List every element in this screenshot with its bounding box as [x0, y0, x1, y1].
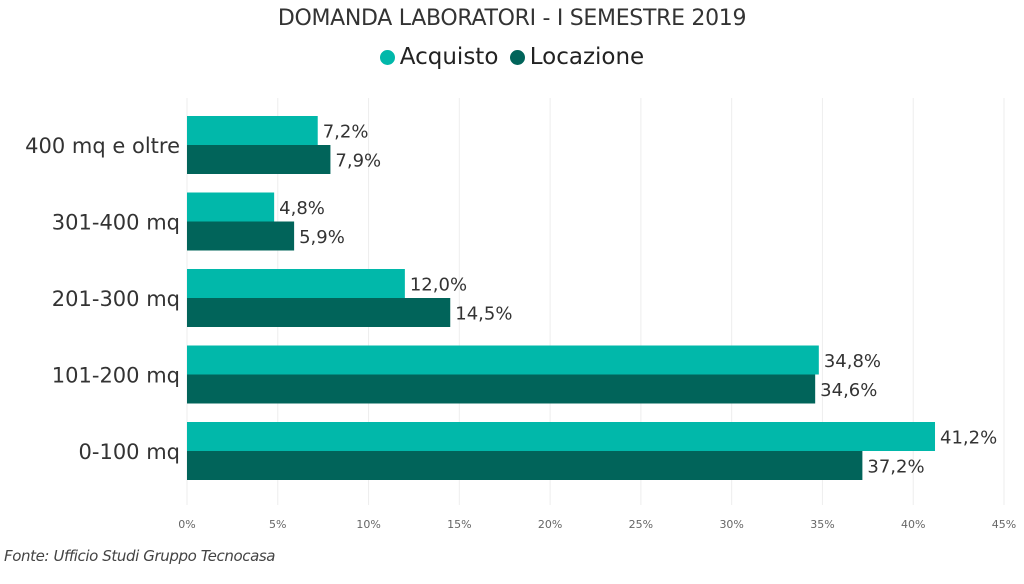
bar-locazione[interactable]	[187, 451, 863, 480]
bar-acquisto[interactable]	[187, 116, 318, 145]
bar-chart: 400 mq e oltre 301-400 mq 201-300 mq 101-20…	[25, 98, 1016, 531]
bar-locazione[interactable]	[187, 298, 451, 327]
bars	[187, 116, 936, 480]
x-tick-label: 20%	[538, 518, 562, 531]
x-tick-label: 25%	[629, 518, 653, 531]
data-label: 34,8%	[824, 351, 881, 372]
legend-dot-locazione-icon	[509, 49, 525, 65]
x-axis-ticks: 0% 5% 10% 15% 20% 25% 30% 35% 40% 45%	[178, 518, 1016, 531]
category-label: 301-400 mq	[52, 211, 180, 235]
category-labels: 400 mq e oltre 301-400 mq 201-300 mq 101-20…	[25, 134, 180, 464]
data-label: 12,0%	[410, 275, 467, 296]
bar-locazione[interactable]	[187, 374, 816, 404]
x-tick-label: 15%	[447, 518, 471, 531]
x-tick-label: 30%	[719, 518, 743, 531]
bar-acquisto[interactable]	[187, 345, 819, 375]
bar-acquisto[interactable]	[187, 192, 275, 222]
category-label: 201-300 mq	[52, 287, 180, 311]
data-label: 7,2%	[323, 122, 369, 143]
legend-item-locazione[interactable]: Locazione	[509, 44, 645, 70]
bar-acquisto[interactable]	[187, 422, 936, 451]
category-label: 400 mq e oltre	[25, 134, 180, 158]
data-label: 7,9%	[335, 151, 381, 172]
x-tick-label: 40%	[901, 518, 925, 531]
data-label: 4,8%	[279, 198, 325, 219]
x-tick-label: 45%	[992, 518, 1016, 531]
data-label: 41,2%	[940, 428, 997, 449]
legend: Acquisto Locazione	[0, 44, 1024, 71]
x-tick-label: 5%	[269, 518, 286, 531]
category-label: 101-200 mq	[52, 364, 180, 388]
bar-locazione[interactable]	[187, 221, 295, 251]
data-label: 5,9%	[299, 227, 345, 248]
data-label: 37,2%	[867, 457, 924, 478]
x-tick-label: 10%	[356, 518, 380, 531]
legend-label-locazione: Locazione	[529, 44, 645, 70]
chart-title: DOMANDA LABORATORI - I SEMESTRE 2019	[277, 6, 747, 31]
x-tick-label: 0%	[178, 518, 195, 531]
legend-label-acquisto: Acquisto	[399, 44, 499, 70]
category-label: 0-100 mq	[79, 440, 180, 464]
x-tick-label: 35%	[810, 518, 834, 531]
value-labels: 7,2% 7,9% 4,8% 5,9% 12,0% 14,5% 34,8% 34,6% 41,2…	[279, 122, 997, 478]
bar-acquisto[interactable]	[187, 269, 405, 298]
bar-locazione[interactable]	[187, 145, 331, 174]
legend-dot-acquisto-icon	[379, 49, 395, 65]
data-label: 14,5%	[455, 304, 512, 325]
legend-item-acquisto[interactable]: Acquisto	[379, 44, 499, 70]
source-note: Fonte: Ufficio Studi Gruppo Tecnocasa	[4, 547, 276, 565]
data-label: 34,6%	[820, 380, 877, 401]
